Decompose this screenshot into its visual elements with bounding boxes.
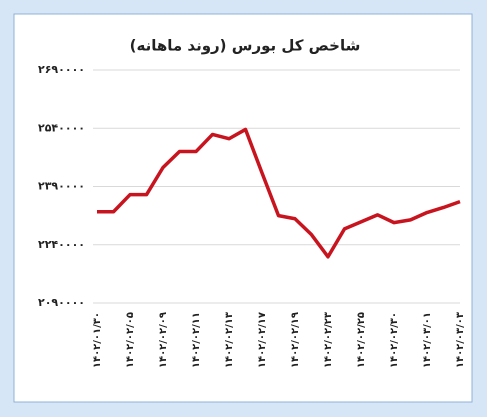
x-tick-label: ۱۴۰۲/۰۳/۰۳ (455, 312, 466, 368)
x-tick-label: ۱۴۰۲/۰۲/۲۳ (323, 312, 334, 368)
x-tick-label: ۱۴۰۲/۰۲/۱۱ (191, 312, 202, 368)
x-tick-label: ۱۴۰۲/۰۲/۲۵ (356, 312, 367, 368)
y-tick-label: ۲۳۹۰۰۰۰ (38, 180, 85, 193)
x-tick-label: ۱۴۰۲/۰۲/۱۹ (290, 312, 301, 368)
y-tick-label: ۲۶۹۰۰۰۰ (38, 63, 85, 76)
x-tick-label: ۱۴۰۲/۰۲/۰۵ (125, 312, 136, 368)
x-tick-label: ۱۴۰۲/۰۳/۰۱ (422, 312, 433, 368)
x-tick-label: ۱۴۰۲/۰۲/۱۷ (257, 312, 268, 368)
x-tick-label: ۱۴۰۲/۰۲/۰۹ (158, 312, 169, 368)
y-tick-label: ۲۵۴۰۰۰۰ (38, 121, 85, 134)
x-tick-label: ۱۴۰۲/۰۲/۳۰ (389, 312, 400, 368)
y-tick-label: ۲۲۴۰۰۰۰ (38, 238, 85, 251)
y-tick-label: ۲۰۹۰۰۰۰ (38, 296, 85, 309)
line (97, 127, 461, 259)
x-tick-label: ۱۴۰۲/۰۲/۱۳ (224, 312, 235, 368)
chart-title: شاخص کل بورس (روند ماهانه) (130, 37, 361, 55)
x-tick-label: ۱۴۰۲/۰۱/۳۰ (92, 312, 103, 368)
panel (13, 13, 473, 403)
